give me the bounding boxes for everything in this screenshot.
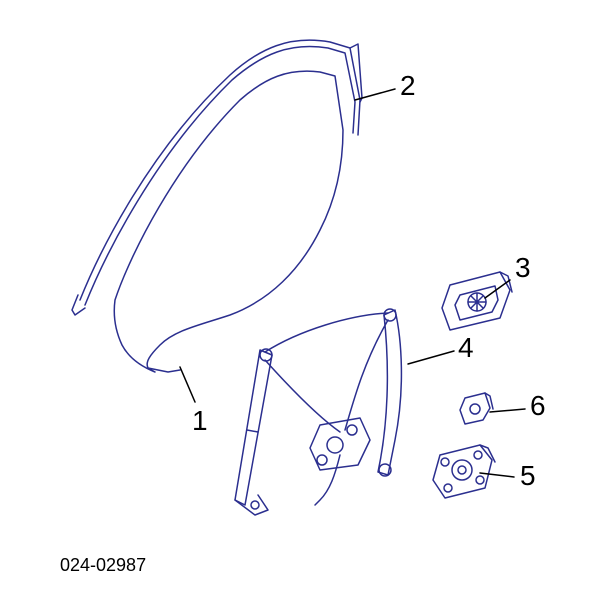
callout-2: 2 <box>400 70 416 102</box>
callout-6: 6 <box>530 390 546 422</box>
callout-4: 4 <box>458 332 474 364</box>
door-glass <box>114 71 343 372</box>
glass-clip <box>442 272 512 330</box>
diagram-reference-number: 024-02987 <box>60 555 146 576</box>
parts-diagram: 1 2 3 4 5 6 024-02987 <box>0 0 595 600</box>
window-regulator <box>235 309 401 515</box>
callout-5: 5 <box>520 460 536 492</box>
glass-run-channel <box>72 40 362 315</box>
guide-clip <box>460 393 493 424</box>
callout-3: 3 <box>515 252 531 284</box>
window-motor <box>433 445 495 498</box>
callout-1: 1 <box>192 405 208 437</box>
diagram-svg <box>0 0 595 600</box>
